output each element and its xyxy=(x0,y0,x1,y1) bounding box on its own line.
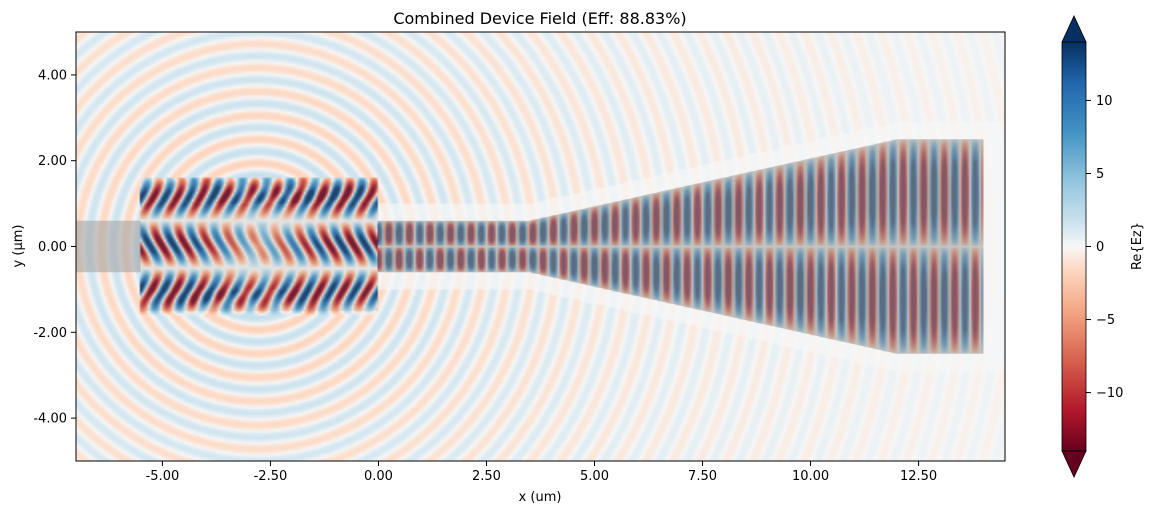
x-tick-label: -5.00 xyxy=(146,469,180,484)
structure-taper xyxy=(529,139,897,354)
x-tick-label: 0.00 xyxy=(364,469,393,484)
x-axis: -5.00 -2.50 0.00 2.50 5.00 7.50 10.00 12.50 xyxy=(146,461,937,484)
x-tick-label: 5.00 xyxy=(580,469,609,484)
colorbar-ticks: 10 5 0 −5 −10 xyxy=(1086,94,1123,401)
y-tick-label: 0.00 xyxy=(38,240,67,255)
x-tick-label: 7.50 xyxy=(688,469,717,484)
structure-output-section xyxy=(897,139,984,354)
colorbar-max-extend xyxy=(1061,15,1087,43)
structure-output-waveguide xyxy=(378,220,530,273)
colorbar-tick-label: 0 xyxy=(1096,240,1104,255)
colorbar-tick-label: −10 xyxy=(1096,386,1123,401)
x-tick-label: 12.50 xyxy=(900,469,937,484)
colorbar-tick-label: 10 xyxy=(1096,94,1113,109)
colorbar-tick-label: 5 xyxy=(1096,167,1104,182)
colorbar: 10 5 0 −5 −10 Re{Ez} xyxy=(1061,15,1145,478)
chart-title: Combined Device Field (Eff: 88.83%) xyxy=(393,9,686,28)
colorbar-min-extend xyxy=(1061,450,1087,478)
y-tick-label: -2.00 xyxy=(33,326,67,341)
y-axis: 4.00 2.00 0.00 -2.00 -4.00 xyxy=(33,68,76,427)
y-tick-label: 2.00 xyxy=(38,154,67,169)
device-structures xyxy=(76,139,984,354)
plot-area xyxy=(75,31,1006,462)
y-tick-label: 4.00 xyxy=(38,68,67,83)
x-tick-label: 2.50 xyxy=(472,469,501,484)
colorbar-label: Re{Ez} xyxy=(1130,222,1145,270)
y-axis-label: y (μm) xyxy=(11,225,26,268)
colorbar-gradient xyxy=(1061,41,1087,452)
colorbar-tick-label: −5 xyxy=(1096,313,1115,328)
x-tick-label: 10.00 xyxy=(792,469,829,484)
structure-input-waveguide xyxy=(76,220,141,273)
structure-design-region xyxy=(140,182,379,311)
y-tick-label: -4.00 xyxy=(33,412,67,427)
x-tick-label: -2.50 xyxy=(254,469,288,484)
x-axis-label: x (um) xyxy=(519,490,562,505)
